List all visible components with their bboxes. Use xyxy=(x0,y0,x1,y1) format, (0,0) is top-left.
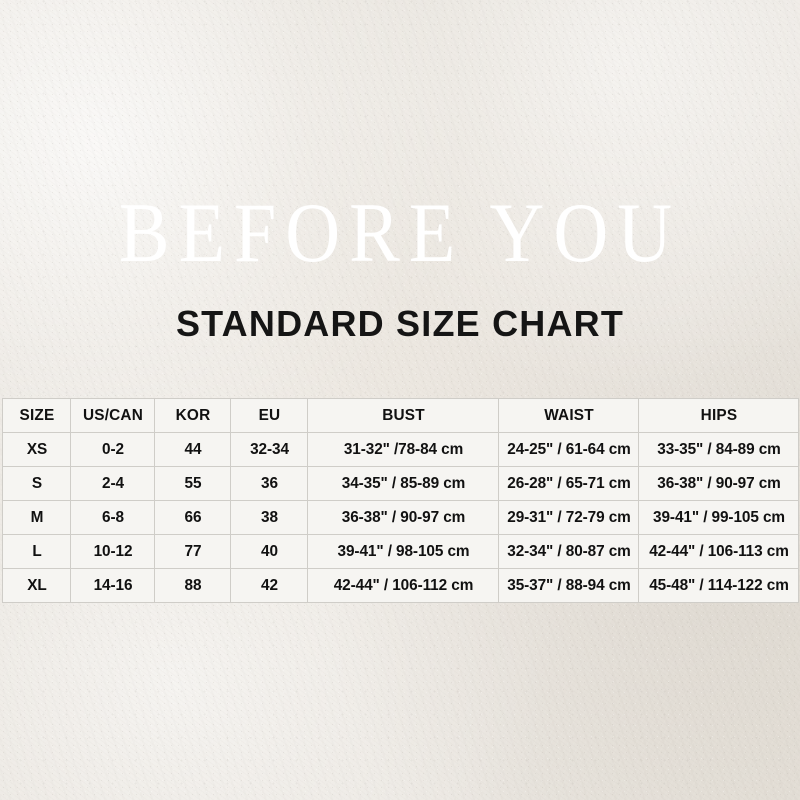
column-header-hips: HIPS xyxy=(641,398,796,433)
size-chart-table: SIZE US/CAN KOR EU BUST WAIST HIPS XS 0-… xyxy=(2,398,799,603)
cell-kor: 77 xyxy=(155,534,230,569)
cell-waist: 35-37" / 88-94 cm xyxy=(500,568,637,603)
cell-us-can: 14-16 xyxy=(71,568,154,603)
table-row: XS 0-2 44 32-34 31-32" /78-84 cm 24-25" … xyxy=(3,432,799,467)
cell-bust: 31-32" /78-84 cm xyxy=(310,432,496,467)
cell-eu: 42 xyxy=(231,568,307,603)
column-header-waist: WAIST xyxy=(500,398,637,433)
table-row: S 2-4 55 36 34-35" / 85-89 cm 26-28" / 6… xyxy=(3,466,799,501)
cell-hips: 42-44" / 106-113 cm xyxy=(641,534,796,569)
table-row: XL 14-16 88 42 42-44" / 106-112 cm 35-37… xyxy=(3,568,799,603)
cell-us-can: 2-4 xyxy=(71,466,154,501)
cell-hips: 39-41" / 99-105 cm xyxy=(641,500,796,535)
column-header-eu: EU xyxy=(231,398,307,433)
table-row: M 6-8 66 38 36-38" / 90-97 cm 29-31" / 7… xyxy=(3,500,799,535)
cell-hips: 33-35" / 84-89 cm xyxy=(641,432,796,467)
cell-us-can: 6-8 xyxy=(71,500,154,535)
cell-waist: 26-28" / 65-71 cm xyxy=(500,466,637,501)
cell-eu: 38 xyxy=(231,500,307,535)
page-title: STANDARD SIZE CHART xyxy=(175,303,625,344)
column-header-us-can: US/CAN xyxy=(71,398,154,433)
cell-bust: 36-38" / 90-97 cm xyxy=(310,500,496,535)
column-header-size: SIZE xyxy=(3,398,70,433)
cell-size: L xyxy=(3,534,70,569)
cell-kor: 66 xyxy=(155,500,230,535)
cell-size: M xyxy=(3,500,70,535)
column-header-bust: BUST xyxy=(310,398,496,433)
cell-size: XS xyxy=(3,432,70,467)
cell-eu: 40 xyxy=(231,534,307,569)
cell-hips: 45-48" / 114-122 cm xyxy=(641,568,796,603)
cell-eu: 36 xyxy=(231,466,307,501)
size-chart-table-container: SIZE US/CAN KOR EU BUST WAIST HIPS XS 0-… xyxy=(2,398,799,603)
cell-kor: 88 xyxy=(155,568,230,603)
table-header-row: SIZE US/CAN KOR EU BUST WAIST HIPS xyxy=(3,398,799,433)
cell-waist: 32-34" / 80-87 cm xyxy=(500,534,637,569)
cell-kor: 44 xyxy=(155,432,230,467)
cell-us-can: 10-12 xyxy=(71,534,154,569)
cell-size: XL xyxy=(3,568,70,603)
cell-waist: 29-31" / 72-79 cm xyxy=(500,500,637,535)
cell-kor: 55 xyxy=(155,466,230,501)
cell-bust: 42-44" / 106-112 cm xyxy=(310,568,496,603)
cell-bust: 34-35" / 85-89 cm xyxy=(310,466,496,501)
column-header-kor: KOR xyxy=(155,398,230,433)
cell-size: S xyxy=(3,466,70,501)
cell-waist: 24-25" / 61-64 cm xyxy=(500,432,637,467)
cell-hips: 36-38" / 90-97 cm xyxy=(641,466,796,501)
table-row: L 10-12 77 40 39-41" / 98-105 cm 32-34" … xyxy=(3,534,799,569)
cell-bust: 39-41" / 98-105 cm xyxy=(310,534,496,569)
cell-eu: 32-34 xyxy=(231,432,307,467)
cell-us-can: 0-2 xyxy=(71,432,154,467)
brand-logo: BEFORE YOU xyxy=(118,186,682,281)
